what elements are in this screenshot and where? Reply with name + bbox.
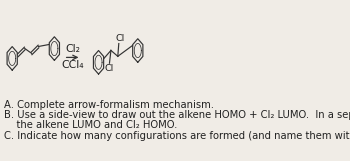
Text: the alkene LUMO and Cl₂ HOMO.: the alkene LUMO and Cl₂ HOMO. <box>4 120 177 130</box>
Text: Cl: Cl <box>115 33 124 43</box>
Text: C. Indicate how many configurations are formed (and name them with R and/or S).: C. Indicate how many configurations are … <box>4 131 350 141</box>
Text: A. Complete arrow-formalism mechanism.: A. Complete arrow-formalism mechanism. <box>4 100 214 110</box>
Text: CCl₄: CCl₄ <box>62 60 84 70</box>
Text: B. Use a side-view to draw out the alkene HOMO + Cl₂ LUMO.  In a separate pictur: B. Use a side-view to draw out the alken… <box>4 110 350 120</box>
Text: Cl₂: Cl₂ <box>65 44 80 54</box>
Text: Cl: Cl <box>104 64 114 73</box>
